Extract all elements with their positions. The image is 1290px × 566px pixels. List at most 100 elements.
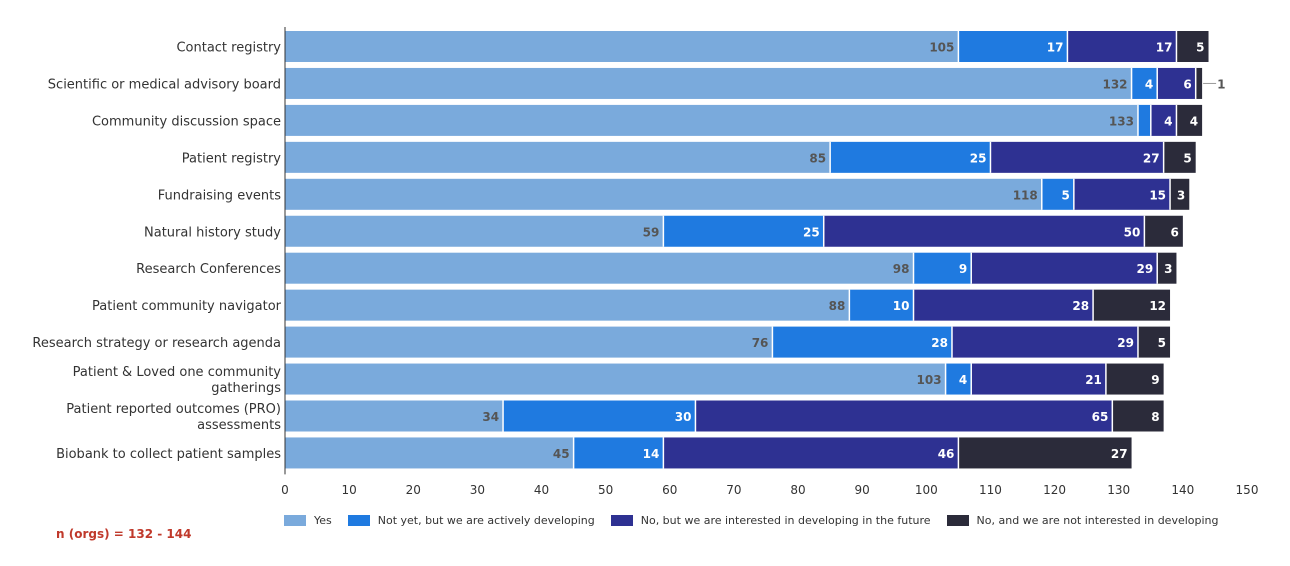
bar-segment — [958, 437, 1132, 469]
legend: Yes Not yet, but we are actively developi… — [284, 514, 1235, 527]
data-label: 50 — [1124, 225, 1141, 239]
data-label: 8 — [1151, 410, 1159, 424]
category-label: Fundraising events — [158, 188, 281, 203]
category-label: Patient community navigator — [92, 299, 282, 314]
data-label: 5 — [1158, 336, 1166, 350]
legend-swatch — [284, 515, 306, 526]
data-label: 45 — [553, 447, 570, 461]
data-label: 4 — [1190, 114, 1198, 128]
data-label: 14 — [643, 447, 660, 461]
data-label: 3 — [1177, 188, 1185, 202]
data-label: 34 — [482, 410, 499, 424]
x-tick-label: 70 — [726, 483, 741, 497]
data-label: 59 — [643, 225, 660, 239]
bar-segment — [1176, 104, 1203, 136]
data-label: 27 — [1143, 151, 1160, 165]
x-tick-label: 30 — [470, 483, 485, 497]
category-label: Patient & Loved one community gatherings — [73, 365, 282, 396]
data-label: 103 — [917, 373, 942, 387]
data-label: 17 — [1047, 41, 1064, 55]
legend-swatch — [347, 515, 370, 526]
bar-segment — [285, 326, 773, 358]
data-label: 5 — [1183, 151, 1191, 165]
bar-segment — [1137, 326, 1171, 358]
x-tick-label: 20 — [406, 483, 421, 497]
bar-segment — [1157, 252, 1177, 284]
legend-item: No, and we are not interested in develop… — [946, 514, 1219, 527]
x-tick-label: 90 — [855, 483, 870, 497]
category-label: Biobank to collect patient samples — [56, 447, 281, 462]
data-label: 28 — [931, 336, 948, 350]
data-label: 6 — [1171, 225, 1179, 239]
data-label: 1 — [1217, 77, 1225, 91]
legend-item: Yes — [284, 514, 332, 527]
bar-segment — [1157, 67, 1196, 99]
data-label: 6 — [1183, 77, 1191, 91]
bar-segment — [1176, 31, 1209, 62]
x-tick-label: 50 — [598, 483, 613, 497]
data-label: 105 — [929, 41, 954, 55]
data-label: 29 — [1117, 336, 1134, 350]
legend-swatch — [946, 515, 969, 526]
stacked-bar-chart: 1051717513246113324485252751185153592550… — [32, 27, 1259, 497]
data-label: 3 — [1164, 262, 1172, 276]
data-label: 27 — [1111, 447, 1128, 461]
data-label: 98 — [893, 262, 910, 276]
data-label: 9 — [1151, 373, 1159, 387]
data-label: 88 — [829, 299, 846, 313]
data-label: 25 — [803, 225, 820, 239]
legend-item: No, but we are interested in developing … — [610, 514, 931, 527]
bar-segment — [663, 437, 959, 469]
data-label: 25 — [970, 151, 987, 165]
bar-segment — [1170, 178, 1190, 210]
x-tick-label: 10 — [341, 483, 356, 497]
bar-segment — [1150, 104, 1177, 136]
bar-segment — [951, 326, 1138, 358]
bar-segment — [913, 289, 1094, 321]
category-label: Research strategy or research agenda — [32, 336, 281, 351]
x-tick-label: 120 — [1043, 483, 1066, 497]
bar-segment — [971, 363, 1106, 395]
legend-swatch — [610, 515, 633, 526]
data-label: 46 — [938, 447, 955, 461]
x-tick-label: 150 — [1236, 483, 1259, 497]
x-tick-label: 100 — [915, 483, 938, 497]
bar-segment — [285, 437, 574, 469]
category-label: Community discussion space — [92, 114, 281, 129]
bar-segment — [849, 289, 914, 321]
bar-segment — [1105, 363, 1164, 395]
bar-segment — [663, 215, 824, 247]
bar-segment — [285, 67, 1132, 99]
bar-segment — [1163, 141, 1196, 173]
x-tick-label: 130 — [1107, 483, 1130, 497]
bar-segment — [285, 289, 850, 321]
bar-segment — [1093, 289, 1171, 321]
bar-segment — [503, 400, 696, 432]
data-label: 132 — [1102, 77, 1127, 91]
data-label: 10 — [893, 299, 910, 313]
bar-segment — [285, 252, 914, 284]
data-label: 28 — [1072, 299, 1089, 313]
bar-segment — [913, 252, 972, 284]
data-label: 4 — [959, 373, 967, 387]
bar-segment — [285, 400, 504, 432]
bar-segment — [695, 400, 1113, 432]
legend-label: Yes — [314, 514, 332, 527]
x-tick-label: 140 — [1171, 483, 1194, 497]
data-label: 21 — [1085, 373, 1102, 387]
bar-segment — [772, 326, 952, 358]
x-tick-label: 110 — [979, 483, 1002, 497]
bars-group: 1051717513246113324485252751185153592550… — [285, 31, 1225, 469]
data-label: 17 — [1156, 41, 1173, 55]
category-label: Contact registry — [176, 41, 281, 56]
bar-segment — [823, 215, 1145, 247]
data-label: 4 — [1145, 77, 1153, 91]
bar-segment — [830, 141, 991, 173]
bar-segment — [958, 31, 1068, 62]
bar-segment — [1137, 104, 1151, 136]
bar-segment — [285, 363, 946, 395]
bar-segment — [573, 437, 664, 469]
category-label: Natural history study — [144, 225, 281, 240]
category-label: Patient registry — [182, 151, 282, 166]
category-label: Patient reported outcomes (PRO) assessmen… — [66, 402, 281, 433]
